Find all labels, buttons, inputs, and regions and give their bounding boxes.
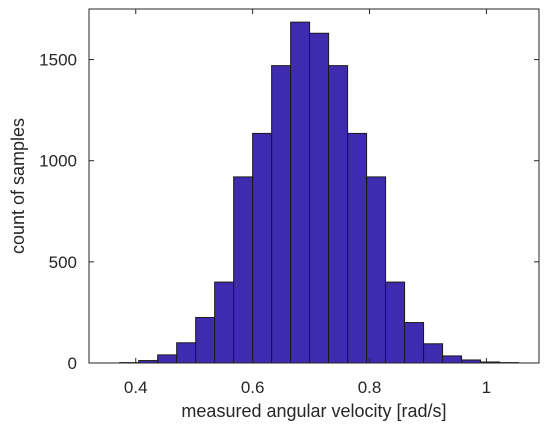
x-tick-label: 0.8 (358, 378, 382, 397)
x-tick-label: 0.6 (241, 378, 265, 397)
histogram-bar (329, 66, 348, 363)
histogram-bar (253, 133, 272, 363)
x-axis-title: measured angular velocity [rad/s] (181, 401, 446, 421)
histogram-bar (158, 355, 177, 363)
y-tick-label: 1000 (39, 152, 77, 171)
histogram-bar (234, 177, 253, 363)
histogram-bar (310, 33, 329, 363)
x-tick-label: 1 (482, 378, 491, 397)
histogram-bar (348, 133, 367, 363)
y-axis-title: count of samples (8, 118, 28, 254)
histogram-bar (367, 177, 386, 363)
histogram-bar (177, 343, 196, 363)
y-tick-label: 0 (68, 354, 77, 373)
x-tick-label: 0.4 (124, 378, 148, 397)
histogram-bar (196, 317, 215, 363)
bars-layer (120, 22, 519, 363)
y-tick-label: 1500 (39, 51, 77, 70)
histogram-bar (272, 66, 291, 363)
histogram-bar (443, 356, 462, 363)
histogram-bar (291, 22, 310, 363)
y-tick-label: 500 (49, 253, 77, 272)
histogram-bar (386, 282, 405, 363)
histogram-bar (215, 282, 234, 363)
histogram-bar (424, 344, 443, 363)
histogram-bar (405, 323, 424, 363)
